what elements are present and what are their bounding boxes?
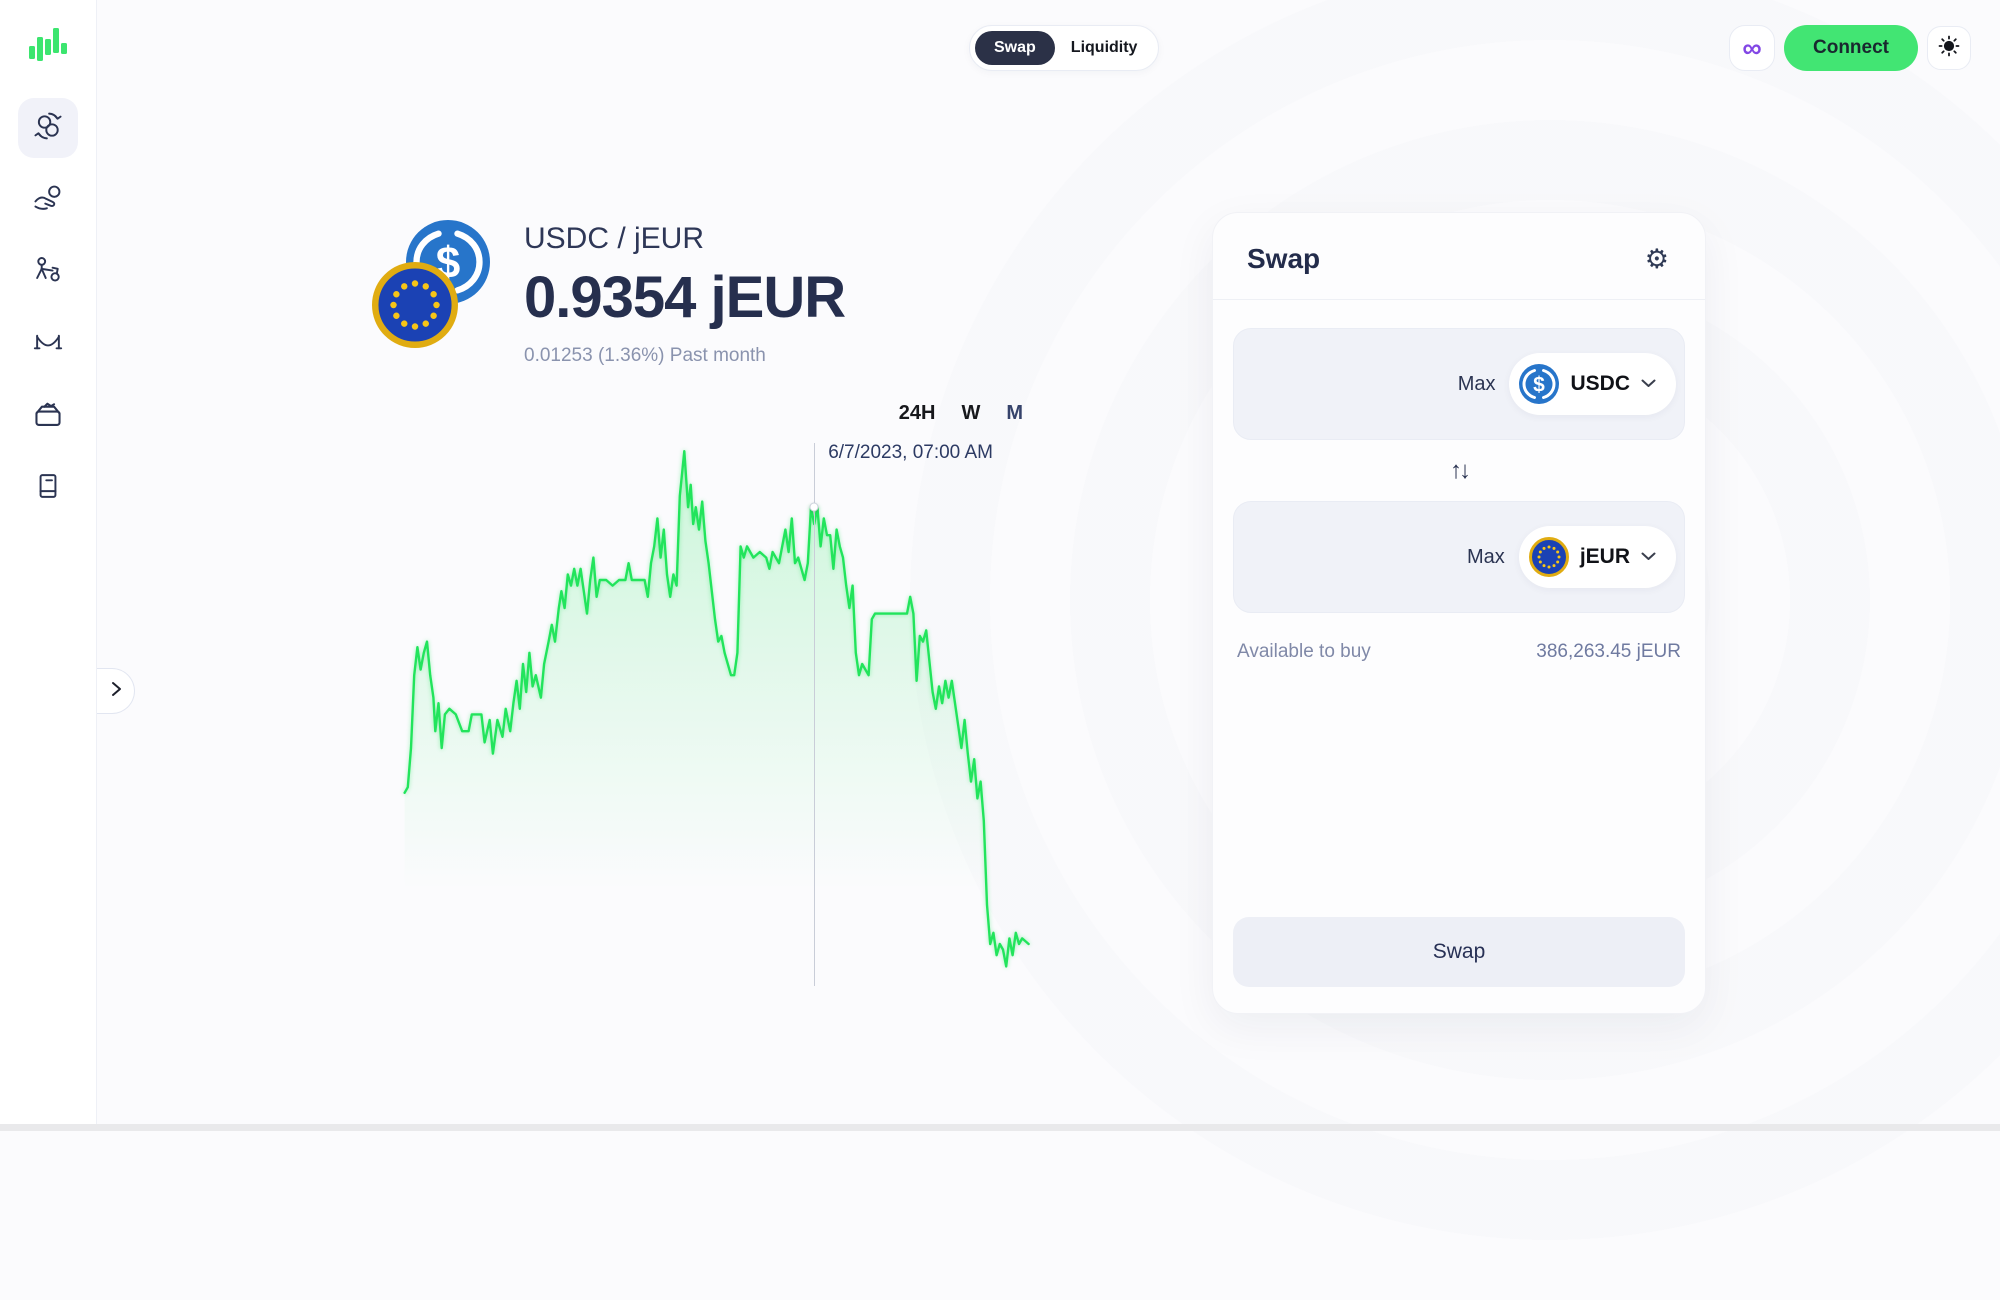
top-right-controls: ∞ Connect (1729, 25, 1971, 71)
sidebar-item-docs[interactable] (18, 458, 78, 518)
sidebar-item-swap[interactable] (18, 98, 78, 158)
chart-crosshair (814, 443, 816, 987)
pair-price: 0.9354 jEUR (524, 265, 846, 330)
polygon-network-icon: ∞ (1742, 32, 1762, 63)
sidebar-item-earn[interactable] (18, 170, 78, 230)
exchange-icon (32, 110, 64, 147)
range-24h[interactable]: 24H (898, 402, 936, 424)
gear-icon[interactable]: ⚙ (1644, 243, 1669, 274)
swap-vertical-icon[interactable]: ↑↓ (1450, 457, 1471, 484)
range-month[interactable]: M (1006, 402, 1023, 424)
chart-tooltip-date: 6/7/2023, 07:00 AM (828, 442, 993, 463)
bridge-icon (32, 326, 64, 363)
to-max-button[interactable]: Max (1467, 545, 1505, 568)
range-selector: 24H W M (899, 402, 1023, 425)
view-toggle: Swap Liquidity (969, 25, 1160, 71)
green-bars-logo (22, 18, 74, 70)
from-token-row: Max $ USDC (1233, 328, 1685, 440)
chevron-down-icon (1641, 375, 1656, 393)
to-token-row: Max jEUR (1233, 501, 1685, 613)
basket-icon (31, 397, 65, 436)
sidebar-item-market[interactable] (18, 386, 78, 446)
hand-coin-icon (32, 182, 64, 219)
sidebar-expand-button[interactable] (97, 668, 135, 714)
from-token-select[interactable]: $ USDC (1509, 353, 1676, 415)
sidebar (0, 0, 97, 1131)
theme-toggle-button[interactable] (1927, 26, 1971, 70)
to-token-select[interactable]: jEUR (1518, 526, 1676, 588)
available-label: Available to buy (1237, 641, 1371, 662)
bottom-edge-strip (0, 1124, 2000, 1131)
svg-text:$: $ (1534, 374, 1546, 397)
swap-card-title: Swap (1247, 243, 1321, 274)
pair-coin-icons: $ (372, 218, 494, 350)
divider (1213, 299, 1705, 300)
to-token-label: jEUR (1579, 545, 1630, 568)
toggle-swap[interactable]: Swap (975, 31, 1055, 65)
pair-title: USDC / jEUR (524, 222, 705, 255)
chart-crosshair-dot (809, 502, 819, 512)
from-amount-input[interactable] (1254, 370, 1458, 398)
sidebar-item-faucet[interactable] (18, 242, 78, 302)
chevron-down-icon (1641, 548, 1656, 566)
from-max-button[interactable]: Max (1457, 372, 1496, 395)
available-value: 386,263.45 jEUR (1536, 641, 1681, 662)
chevron-right-icon (108, 680, 124, 703)
swap-card-header: Swap ⚙ (1213, 213, 1705, 299)
toggle-liquidity[interactable]: Liquidity (1070, 39, 1138, 56)
sun-icon (1937, 34, 1961, 63)
spacer (1213, 663, 1705, 917)
pair-change: 0.01253 (1.36%) Past month (524, 345, 766, 366)
range-week[interactable]: W (961, 402, 981, 424)
swap-submit-button[interactable]: Swap (1233, 917, 1685, 987)
pair-header: $ USDC / jEUR 0.9354 jEUR 0.01253 (1.36%… (372, 218, 846, 367)
to-amount-input[interactable] (1254, 543, 1468, 571)
connect-wallet-button[interactable]: Connect (1784, 25, 1918, 71)
chart-line (403, 450, 1030, 968)
jeur-coin-icon (1528, 537, 1569, 577)
swap-card: Swap ⚙ Max $ USDC ↑↓ (1212, 212, 1706, 1014)
sidebar-item-bridge[interactable] (18, 314, 78, 374)
jeur-coin-icon (372, 262, 458, 348)
from-token-label: USDC (1570, 372, 1630, 395)
available-row: Available to buy 386,263.45 jEUR (1237, 641, 1681, 663)
chart-area-fill (404, 451, 1029, 1000)
sidebar-nav (18, 98, 78, 518)
usdc-coin-icon: $ (1519, 364, 1560, 404)
chart-canvas (403, 450, 1030, 1000)
swap-direction: ↑↓ (1213, 457, 1705, 485)
faucet-icon (32, 254, 64, 291)
ledger-icon (32, 470, 64, 507)
price-chart[interactable]: 24H W M 6/7/2023, 07:00 AM (395, 402, 1035, 1000)
network-button[interactable]: ∞ (1729, 25, 1775, 71)
